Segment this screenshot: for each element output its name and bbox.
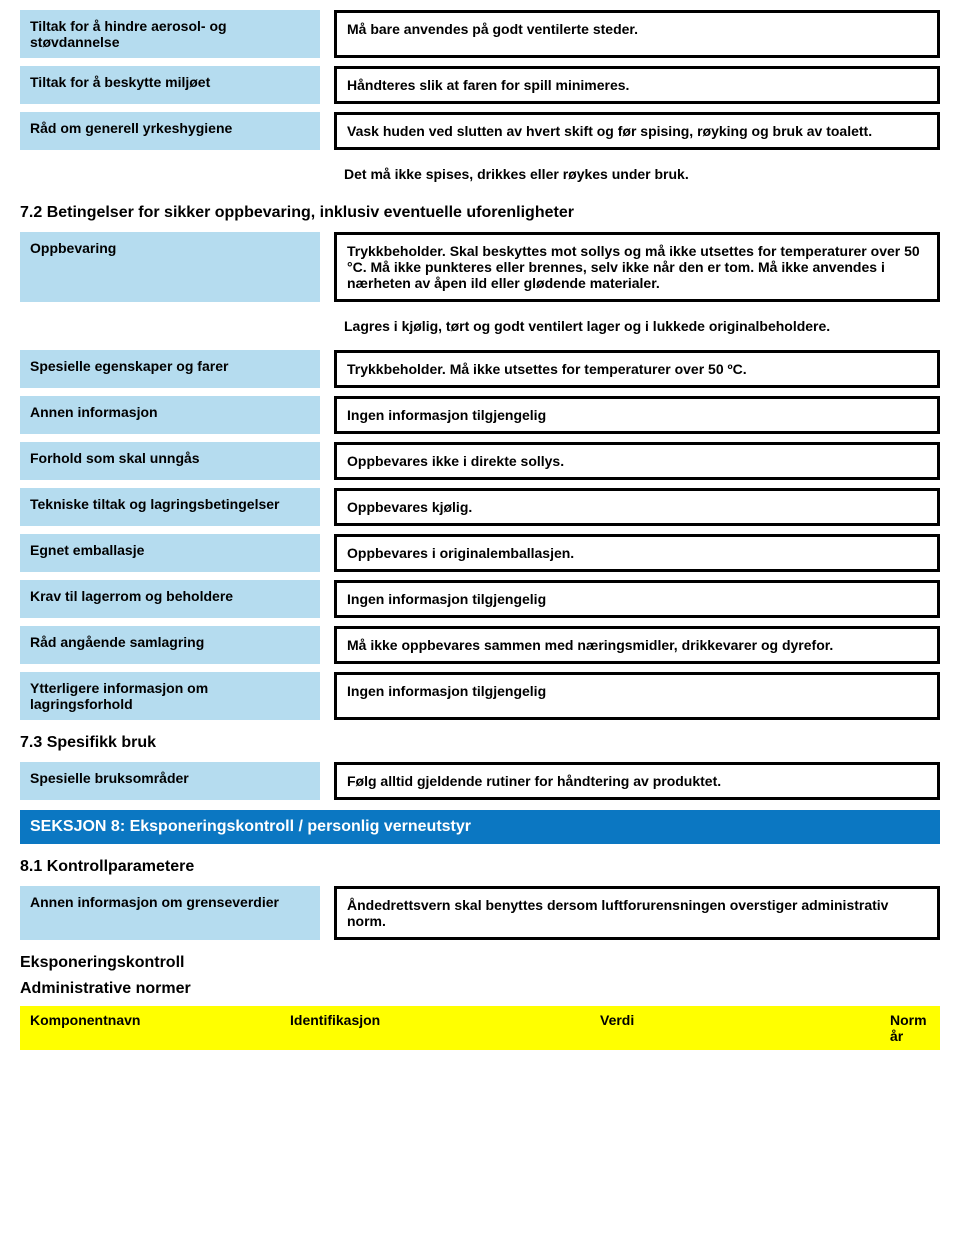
label-krav-lagerrom: Krav til lagerrom og beholdere bbox=[20, 580, 320, 618]
row-oppbevaring: Oppbevaring Trykkbeholder. Skal beskytte… bbox=[20, 232, 940, 302]
value-oppbevaring: Trykkbeholder. Skal beskyttes mot sollys… bbox=[334, 232, 940, 302]
note-spises: Det må ikke spises, drikkes eller røykes… bbox=[334, 158, 940, 190]
table-header-row: Komponentnavn Identifikasjon Verdi Norm … bbox=[20, 1006, 940, 1050]
label-tekniske-tiltak: Tekniske tiltak og lagringsbetingelser bbox=[20, 488, 320, 526]
th-norm-aar: Norm år bbox=[880, 1006, 940, 1050]
row-ytterligere-info: Ytterligere informasjon om lagringsforho… bbox=[20, 672, 940, 720]
row-forhold-unngaas: Forhold som skal unngås Oppbevares ikke … bbox=[20, 442, 940, 480]
row-raad-samlagring: Råd angående samlagring Må ikke oppbevar… bbox=[20, 626, 940, 664]
row-spesielle-egenskaper: Spesielle egenskaper og farer Trykkbehol… bbox=[20, 350, 940, 388]
value-ytterligere-info: Ingen informasjon tilgjengelig bbox=[334, 672, 940, 720]
heading-eksponeringskontroll: Eksponeringskontroll bbox=[20, 954, 940, 972]
row-miljoet: Tiltak for å beskytte miljøet Håndteres … bbox=[20, 66, 940, 104]
row-annen-informasjon: Annen informasjon Ingen informasjon tilg… bbox=[20, 396, 940, 434]
value-egnet-emballasje: Oppbevares i originalemballasjen. bbox=[334, 534, 940, 572]
heading-administrative-normer: Administrative normer bbox=[20, 980, 940, 998]
value-krav-lagerrom: Ingen informasjon tilgjengelig bbox=[334, 580, 940, 618]
label-forhold-unngaas: Forhold som skal unngås bbox=[20, 442, 320, 480]
label-ytterligere-info: Ytterligere informasjon om lagringsforho… bbox=[20, 672, 320, 720]
label-raad-samlagring: Råd angående samlagring bbox=[20, 626, 320, 664]
label-annen-informasjon: Annen informasjon bbox=[20, 396, 320, 434]
value-aerosol: Må bare anvendes på godt ventilerte sted… bbox=[334, 10, 940, 58]
value-yrkeshygiene: Vask huden ved slutten av hvert skift og… bbox=[334, 112, 940, 150]
value-tekniske-tiltak: Oppbevares kjølig. bbox=[334, 488, 940, 526]
row-tekniske-tiltak: Tekniske tiltak og lagringsbetingelser O… bbox=[20, 488, 940, 526]
label-aerosol: Tiltak for å hindre aerosol- og støvdann… bbox=[20, 10, 320, 58]
value-spesielle-bruksomraader: Følg alltid gjeldende rutiner for håndte… bbox=[334, 762, 940, 800]
row-krav-lagerrom: Krav til lagerrom og beholdere Ingen inf… bbox=[20, 580, 940, 618]
label-egnet-emballasje: Egnet emballasje bbox=[20, 534, 320, 572]
subsection-73-title: 7.3 Spesifikk bruk bbox=[20, 734, 940, 752]
value-raad-samlagring: Må ikke oppbevares sammen med næringsmid… bbox=[334, 626, 940, 664]
value-miljoet: Håndteres slik at faren for spill minime… bbox=[334, 66, 940, 104]
subsection-81-title: 8.1 Kontrollparametere bbox=[20, 858, 940, 876]
th-identifikasjon: Identifikasjon bbox=[280, 1006, 590, 1050]
row-egnet-emballasje: Egnet emballasje Oppbevares i originalem… bbox=[20, 534, 940, 572]
value-annen-info-grenseverdier: Åndedrettsvern skal benyttes dersom luft… bbox=[334, 886, 940, 940]
value-spesielle-egenskaper: Trykkbeholder. Må ikke utsettes for temp… bbox=[334, 350, 940, 388]
note-lagres: Lagres i kjølig, tørt og godt ventilert … bbox=[334, 310, 940, 342]
label-oppbevaring: Oppbevaring bbox=[20, 232, 320, 302]
label-spesielle-egenskaper: Spesielle egenskaper og farer bbox=[20, 350, 320, 388]
row-yrkeshygiene: Råd om generell yrkeshygiene Vask huden … bbox=[20, 112, 940, 150]
row-annen-info-grenseverdier: Annen informasjon om grenseverdier Ånded… bbox=[20, 886, 940, 940]
subsection-72-title: 7.2 Betingelser for sikker oppbevaring, … bbox=[20, 204, 940, 222]
label-annen-info-grenseverdier: Annen informasjon om grenseverdier bbox=[20, 886, 320, 940]
row-aerosol: Tiltak for å hindre aerosol- og støvdann… bbox=[20, 10, 940, 58]
th-verdi: Verdi bbox=[590, 1006, 880, 1050]
value-forhold-unngaas: Oppbevares ikke i direkte sollys. bbox=[334, 442, 940, 480]
label-spesielle-bruksomraader: Spesielle bruksområder bbox=[20, 762, 320, 800]
label-yrkeshygiene: Råd om generell yrkeshygiene bbox=[20, 112, 320, 150]
th-komponentnavn: Komponentnavn bbox=[20, 1006, 280, 1050]
label-miljoet: Tiltak for å beskytte miljøet bbox=[20, 66, 320, 104]
section-8-header: SEKSJON 8: Eksponeringskontroll / person… bbox=[20, 810, 940, 844]
row-spesielle-bruksomraader: Spesielle bruksområder Følg alltid gjeld… bbox=[20, 762, 940, 800]
value-annen-informasjon: Ingen informasjon tilgjengelig bbox=[334, 396, 940, 434]
